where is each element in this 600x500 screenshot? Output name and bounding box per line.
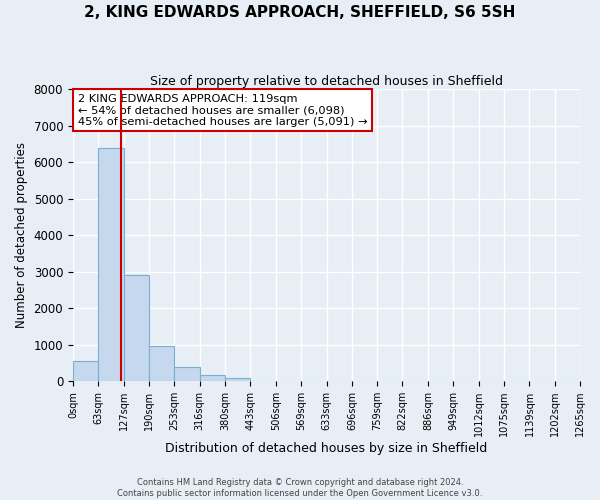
Text: 2, KING EDWARDS APPROACH, SHEFFIELD, S6 5SH: 2, KING EDWARDS APPROACH, SHEFFIELD, S6 …	[85, 5, 515, 20]
Bar	[98, 148, 124, 381]
Text: 2 KING EDWARDS APPROACH: 119sqm
← 54% of detached houses are smaller (6,098)
45%: 2 KING EDWARDS APPROACH: 119sqm ← 54% of…	[78, 94, 367, 126]
Y-axis label: Number of detached properties: Number of detached properties	[15, 142, 28, 328]
Bar	[225, 378, 250, 381]
Title: Size of property relative to detached houses in Sheffield: Size of property relative to detached ho…	[150, 75, 503, 88]
Bar	[73, 361, 98, 381]
Bar	[124, 274, 149, 381]
Bar	[200, 376, 225, 381]
X-axis label: Distribution of detached houses by size in Sheffield: Distribution of detached houses by size …	[166, 442, 488, 455]
Bar	[175, 368, 200, 381]
Bar	[149, 346, 175, 381]
Text: Contains HM Land Registry data © Crown copyright and database right 2024.
Contai: Contains HM Land Registry data © Crown c…	[118, 478, 482, 498]
